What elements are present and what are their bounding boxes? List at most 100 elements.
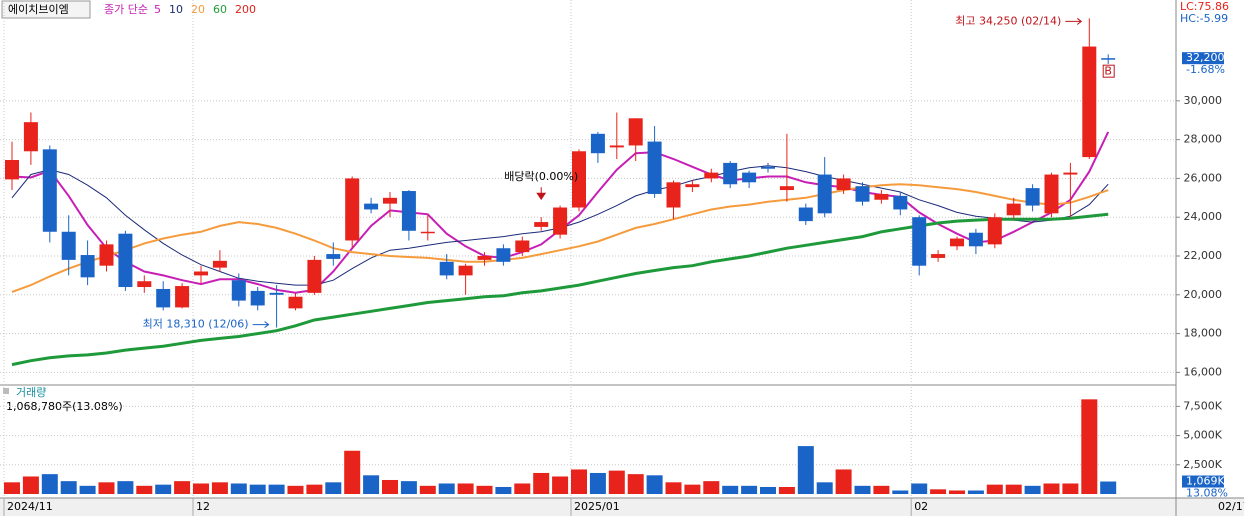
legend-entry: 5 <box>154 3 161 16</box>
y-tick-label: 18,000 <box>1184 327 1223 340</box>
lc-label: LC:75.86 <box>1180 0 1229 13</box>
y-tick-label: 20,000 <box>1184 288 1223 301</box>
panel-icon <box>3 388 9 394</box>
candle-body <box>534 222 549 227</box>
volume-title: 거래량 <box>16 386 46 399</box>
candle-body <box>42 149 57 232</box>
volume-bar <box>514 483 531 494</box>
candle-body <box>1063 172 1078 175</box>
volume-bar <box>873 485 890 494</box>
candle-body <box>666 182 681 208</box>
volume-ratio-label: 13.08% <box>1186 487 1228 500</box>
hc-label: HC:-5.99 <box>1180 12 1228 25</box>
volume-bar <box>835 469 852 494</box>
volume-bar <box>1043 483 1060 494</box>
volume-bar <box>589 472 606 494</box>
candle-body <box>893 195 908 210</box>
volume-bar <box>646 475 663 494</box>
volume-bar <box>892 490 909 494</box>
y-tick-label: 30,000 <box>1184 94 1223 107</box>
volume-bar <box>1100 481 1117 494</box>
volume-bar <box>930 489 947 494</box>
candle-body <box>723 162 738 185</box>
volume-bar <box>986 484 1003 494</box>
low-arrow <box>252 321 270 328</box>
candle-body <box>383 197 397 204</box>
candle-body <box>987 217 1002 245</box>
volume-bar <box>967 490 984 494</box>
candle-body <box>137 281 152 288</box>
volume-bar <box>949 490 965 494</box>
candle-body <box>817 174 832 214</box>
volume-bar <box>211 482 228 494</box>
candle-body <box>761 166 775 169</box>
volume-bar <box>41 474 58 494</box>
candle-body <box>439 261 454 276</box>
current-volume-label: 1,069K <box>1186 475 1225 488</box>
volume-bar <box>287 485 304 494</box>
candle-body <box>156 288 171 308</box>
volume-bar <box>4 482 20 494</box>
candle-body <box>288 296 303 309</box>
volume-bar <box>1081 399 1098 494</box>
y-tick-label: 24,000 <box>1184 210 1223 223</box>
title-box <box>1 0 91 19</box>
candle-body <box>779 186 794 191</box>
change-label: -1.68% <box>1186 63 1225 76</box>
volume-bar <box>778 486 795 494</box>
x-tick-label: 12 <box>196 500 210 513</box>
legend-entry: 10 <box>169 3 183 16</box>
candle-body <box>269 292 284 295</box>
candle-body <box>99 244 114 266</box>
candle-body <box>5 160 19 180</box>
volume-bar <box>22 476 39 494</box>
candle-body <box>590 133 605 154</box>
candle-body <box>628 118 643 146</box>
marker-box <box>1102 64 1115 78</box>
volume-bar <box>400 481 417 494</box>
candle-body <box>931 254 946 258</box>
volume-bar <box>174 481 191 494</box>
legend-entry: 60 <box>213 3 227 16</box>
volume-bar <box>136 485 153 494</box>
high-note: 최고 34,250 (02/14) <box>955 14 1061 27</box>
x-tick-label: 02 <box>914 500 928 513</box>
candle-body <box>1044 174 1059 214</box>
volume-bar <box>911 483 928 494</box>
candle-body <box>1006 203 1021 216</box>
volume-bar <box>533 472 550 494</box>
dividend-note: 배당락(0.00%) <box>504 170 578 183</box>
volume-bar <box>684 484 701 494</box>
candle-body <box>572 151 586 208</box>
y-tick-label: 16,000 <box>1184 365 1223 378</box>
candle-body <box>950 238 964 247</box>
volume-summary: 1,068,780주(13.08%) <box>6 400 123 413</box>
y-tick-label: 22,000 <box>1184 249 1223 262</box>
candle-body <box>175 286 190 308</box>
high-arrow <box>1065 18 1083 25</box>
low-note: 최저 18,310 (12/06) <box>143 318 249 331</box>
chart-title: 에이치브이엠 <box>8 3 69 16</box>
candle-body <box>798 207 813 222</box>
candle-body <box>874 193 889 200</box>
volume-bar <box>98 482 115 494</box>
candle-body <box>458 265 473 276</box>
volume-bar <box>419 485 436 494</box>
date-axis-bg <box>0 498 1244 516</box>
candle-body <box>1101 58 1116 60</box>
volume-bar <box>155 484 172 494</box>
candle-body <box>704 172 719 179</box>
volume-bar <box>117 481 134 494</box>
end-date-label: 02/17 <box>1218 500 1244 513</box>
candle-body <box>307 259 322 293</box>
volume-bar <box>552 476 569 494</box>
candle-body <box>742 172 757 183</box>
x-tick-label: 2025/01 <box>574 500 620 513</box>
candle-body <box>855 186 870 202</box>
candle-body <box>118 233 133 288</box>
volume-bar <box>703 481 720 494</box>
volume-bar <box>571 469 587 494</box>
candle-body <box>968 232 983 247</box>
candle-body <box>496 248 511 262</box>
